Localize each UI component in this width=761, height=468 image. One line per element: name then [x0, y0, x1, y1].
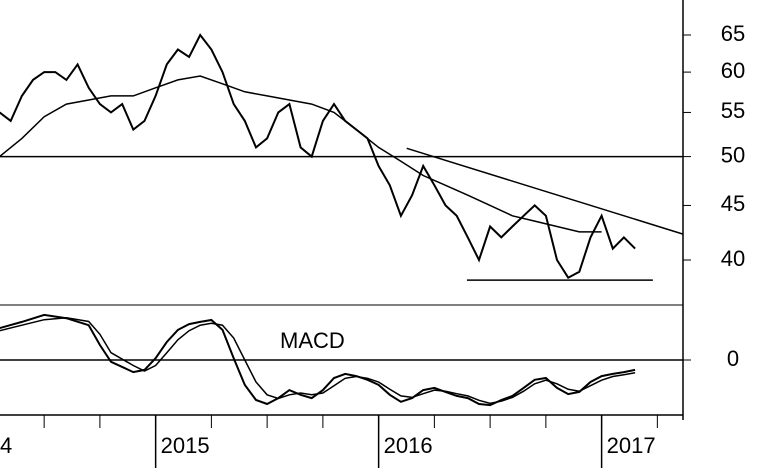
- series-line: [0, 313, 636, 407]
- y-tick-label: 40: [721, 246, 745, 271]
- x-tick-label: 2015: [161, 433, 210, 458]
- y-tick-label: 0: [727, 346, 739, 371]
- series-line: [0, 317, 636, 405]
- x-tick-label: 2017: [607, 433, 656, 458]
- y-tick-label: 55: [721, 98, 745, 123]
- y-tick-label: 60: [721, 58, 745, 83]
- y-tick-label: 50: [721, 142, 745, 167]
- series-line: [0, 75, 602, 233]
- y-tick-label: 65: [721, 21, 745, 46]
- annotation: MACD: [280, 328, 345, 353]
- y-tick-label: 45: [721, 191, 745, 216]
- series-line: [0, 33, 636, 280]
- x-tick-label: 4: [0, 433, 12, 458]
- x-tick-label: 2016: [384, 433, 433, 458]
- reference-line: [406, 147, 684, 235]
